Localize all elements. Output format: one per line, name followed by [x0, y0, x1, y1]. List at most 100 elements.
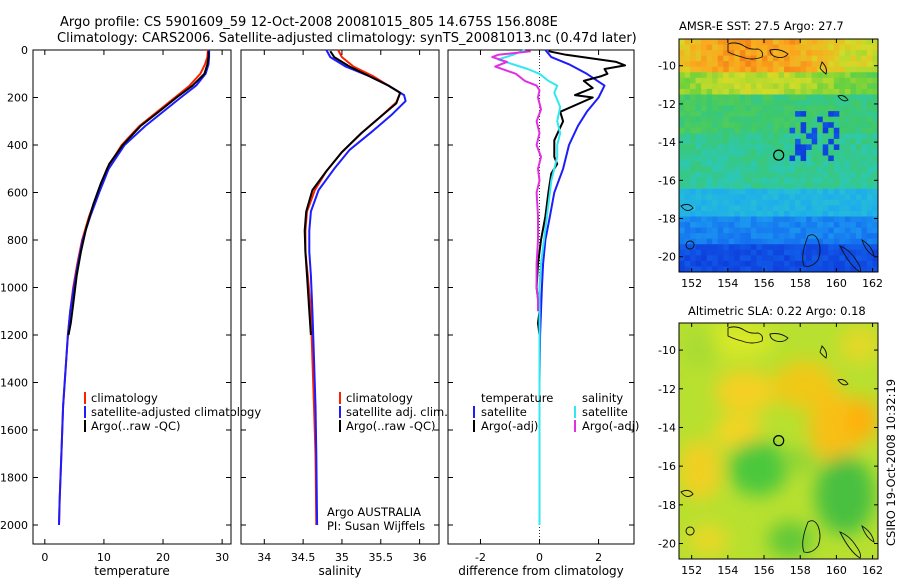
sst-cell [772, 127, 780, 134]
sst-cell [850, 166, 857, 173]
sst-cell [817, 133, 824, 140]
sst-cell [728, 138, 735, 146]
sst-cell [723, 144, 730, 151]
sst-cell [778, 61, 785, 68]
sst-cell [817, 66, 824, 73]
sst-cell [712, 177, 719, 184]
sst-cell [811, 55, 818, 62]
sst-cell [695, 238, 702, 245]
sst-cell [712, 66, 719, 73]
sst-cell [795, 188, 802, 195]
sst-cell [817, 72, 824, 79]
sst-map-title: AMSR-E SST: 27.5 Argo: 27.7 [679, 19, 844, 33]
sst-cell [806, 161, 813, 168]
sst-cell [756, 55, 763, 62]
sst-cell [866, 216, 874, 223]
sst-cell [701, 61, 708, 68]
sst-cell [723, 255, 730, 262]
sst-cell [728, 238, 735, 245]
sst-cell [855, 227, 863, 234]
sst-cell [811, 100, 818, 107]
sst-cell [800, 127, 807, 134]
sst-cell [767, 111, 774, 118]
sst-cell [855, 61, 863, 68]
sst-cell [695, 177, 702, 184]
x-axis-label: temperature [94, 564, 169, 578]
sst-cell [806, 244, 813, 251]
sst-cell [772, 44, 780, 51]
sst-cell [861, 227, 868, 234]
sst-cell [861, 39, 868, 46]
lat-tick-label: -18 [658, 499, 676, 512]
sst-cell [839, 122, 846, 129]
sst-cell [706, 94, 713, 101]
sst-cell [806, 183, 813, 190]
sst-cell [739, 199, 746, 207]
sst-cell [795, 127, 802, 134]
sst-cell [822, 166, 829, 173]
sst-cell [872, 122, 878, 129]
sst-cell [679, 100, 686, 107]
sst-cell [844, 227, 851, 234]
sst-cell [739, 61, 746, 68]
sst-cell [872, 255, 878, 262]
sst-cell [690, 227, 697, 234]
sst-cell [850, 122, 857, 129]
sst-map-panel: AMSR-E SST: 27.5 Argo: 27.7 -10-12-14-16… [658, 19, 883, 290]
sst-cell [844, 244, 851, 251]
sst-cell [850, 244, 857, 251]
sst-cell [861, 266, 868, 272]
sst-cell [822, 55, 829, 62]
sst-cell [789, 66, 796, 73]
sst-cell [695, 83, 702, 90]
sst-cell [795, 138, 802, 146]
sst-cell [839, 44, 846, 51]
sst-cell [695, 50, 702, 57]
sst-cell [861, 133, 868, 140]
sst-cell [728, 55, 735, 62]
sst-cell [750, 216, 757, 223]
sst-cell [839, 255, 846, 262]
sst-cell [750, 39, 757, 46]
sst-cell [728, 127, 735, 134]
sst-cell [872, 94, 878, 101]
sst-cell [800, 194, 807, 201]
sst-cell [850, 260, 857, 268]
sst-cell [734, 50, 741, 57]
sst-cell [745, 144, 752, 151]
lat-tick-label: -12 [658, 98, 676, 111]
sst-cell [734, 266, 741, 272]
sst-cell [806, 88, 813, 96]
sst-cell [795, 88, 802, 96]
sst-cell [723, 116, 730, 123]
sst-cell [833, 72, 840, 79]
sst-cell [684, 183, 691, 190]
sst-cell [756, 77, 763, 84]
sst-cell [844, 111, 851, 118]
sst-cell [817, 216, 824, 223]
sst-cell [706, 194, 713, 201]
sst-cell [828, 88, 835, 96]
sst-cell [795, 177, 802, 184]
sst-cell [690, 216, 697, 223]
sst-cell [761, 155, 769, 162]
sst-cell [795, 194, 802, 201]
sst-cell [717, 227, 724, 234]
sst-cell [684, 216, 691, 223]
sst-cell [761, 44, 769, 51]
sst-cell [706, 122, 713, 129]
sst-cell [772, 172, 780, 179]
sst-cell [739, 111, 746, 118]
sst-cell [839, 172, 846, 179]
sst-cell [784, 116, 791, 123]
sst-cell [761, 66, 769, 73]
sst-cell [866, 133, 874, 140]
sst-cell [855, 88, 863, 96]
sst-cell [750, 233, 757, 240]
sst-cell [795, 227, 802, 234]
sst-cell [789, 238, 796, 245]
sst-cell [745, 216, 752, 223]
sst-cell [750, 83, 757, 90]
sst-cell [679, 127, 686, 134]
